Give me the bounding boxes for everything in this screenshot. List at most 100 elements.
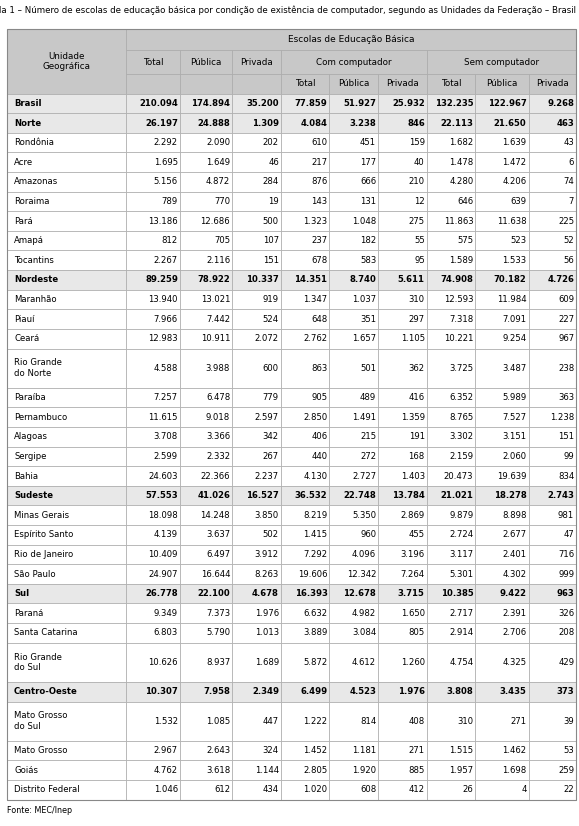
Bar [180,643,232,682]
Text: 666: 666 [360,178,376,187]
Bar [329,329,378,349]
Text: 981: 981 [558,510,574,520]
Text: Rio Grande
do Norte: Rio Grande do Norte [14,358,62,377]
Bar [232,74,281,93]
Text: 12.686: 12.686 [200,216,230,225]
Bar [529,506,576,525]
Bar [329,270,378,290]
Bar [529,682,576,701]
Text: 463: 463 [556,119,574,127]
Bar [126,623,180,643]
Text: 3.151: 3.151 [503,432,526,441]
Bar [329,643,378,682]
Text: 24.888: 24.888 [197,119,230,127]
Text: 12.593: 12.593 [444,295,474,304]
Bar [529,584,576,604]
Bar [180,761,232,780]
Bar [475,604,529,623]
Text: 2.159: 2.159 [449,452,474,461]
Bar [180,780,232,800]
Text: 3.618: 3.618 [206,766,230,775]
Bar [232,387,281,407]
Text: Pública: Pública [190,58,222,67]
Text: 876: 876 [312,178,328,187]
Text: 4.206: 4.206 [503,178,526,187]
Text: 7.292: 7.292 [303,550,328,559]
Text: 1.689: 1.689 [255,657,279,667]
Bar [427,544,475,564]
Bar [180,133,232,153]
Text: Privada: Privada [240,58,273,67]
Text: 10.307: 10.307 [145,687,178,696]
Bar [281,604,329,623]
Bar [281,427,329,447]
Bar [427,682,475,701]
Bar [7,172,126,192]
Text: 1.238: 1.238 [550,413,574,422]
Bar [281,407,329,427]
Bar [475,387,529,407]
Bar [475,780,529,800]
Bar [232,525,281,544]
Bar [7,427,126,447]
Bar [329,682,378,701]
Bar [329,172,378,192]
Bar [427,133,475,153]
Text: 1.532: 1.532 [154,717,178,725]
Text: 960: 960 [360,530,376,539]
Bar [180,231,232,250]
Text: 1.515: 1.515 [449,746,474,755]
Text: 7.442: 7.442 [206,315,230,324]
Bar [126,192,180,211]
Bar [180,250,232,270]
Bar [427,270,475,290]
Bar [7,525,126,544]
Bar [281,192,329,211]
Text: 1.403: 1.403 [401,472,425,481]
Bar [126,29,576,50]
Bar [126,349,180,387]
Text: 1.695: 1.695 [154,158,178,167]
Text: 210.094: 210.094 [139,99,178,108]
Text: 9.349: 9.349 [154,609,178,618]
Text: 612: 612 [214,786,230,795]
Bar [427,113,475,133]
Text: 1.222: 1.222 [303,717,328,725]
Text: 3.725: 3.725 [449,363,474,373]
Bar [232,466,281,486]
Text: 22.100: 22.100 [197,589,230,598]
Text: 1.415: 1.415 [303,530,328,539]
Bar [180,427,232,447]
Bar [180,290,232,309]
Bar [281,74,329,93]
Text: 1.105: 1.105 [401,335,425,344]
Text: 1.462: 1.462 [503,746,526,755]
Text: 26: 26 [463,786,474,795]
Text: 1.037: 1.037 [352,295,376,304]
Text: 39: 39 [563,717,574,725]
Text: 40: 40 [414,158,425,167]
Text: 3.988: 3.988 [206,363,230,373]
Text: 267: 267 [263,452,279,461]
Bar [378,211,427,231]
Text: 6: 6 [569,158,574,167]
Bar [7,643,126,682]
Bar [475,113,529,133]
Text: 447: 447 [263,717,279,725]
Text: 2.090: 2.090 [206,138,230,147]
Bar [126,133,180,153]
Bar [329,427,378,447]
Bar [232,623,281,643]
Bar [529,113,576,133]
Bar [529,387,576,407]
Bar [427,309,475,329]
Bar [126,427,180,447]
Text: 4.726: 4.726 [547,275,574,284]
Bar [529,349,576,387]
Bar [378,309,427,329]
Bar [232,564,281,584]
Bar [378,74,427,93]
Text: 3.117: 3.117 [449,550,474,559]
Text: 2.349: 2.349 [252,687,279,696]
Text: 7: 7 [569,197,574,206]
